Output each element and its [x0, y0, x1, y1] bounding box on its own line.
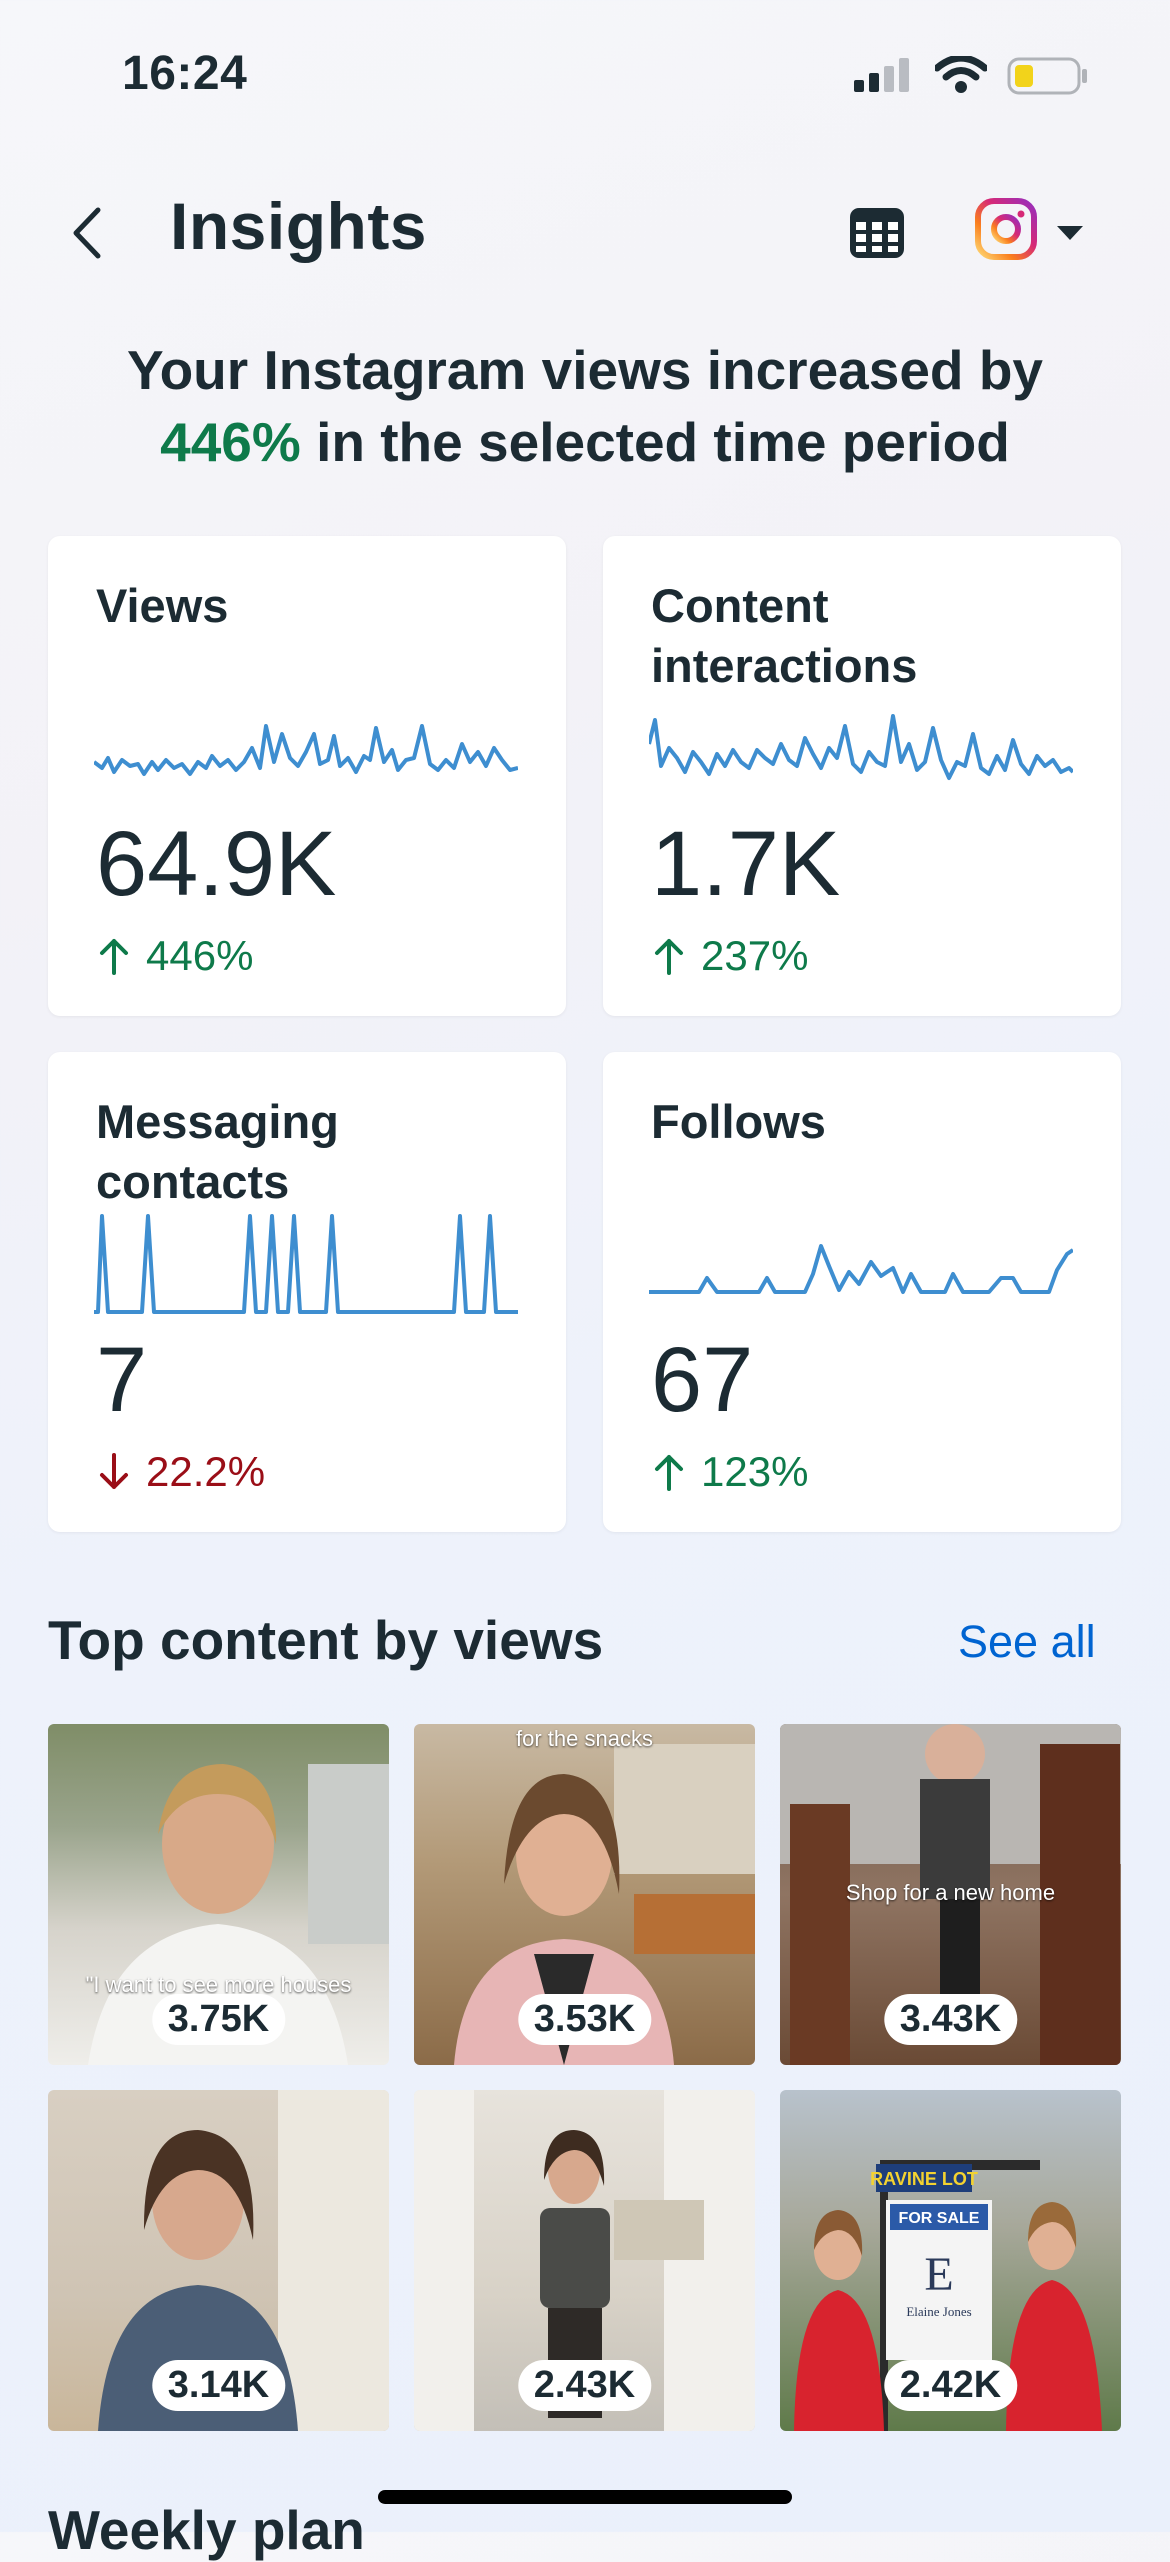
section-title: Top content by views [48, 1609, 604, 1671]
messaging-contacts-card[interactable]: Messaging contacts 7 22.2% [48, 1052, 566, 1532]
calendar-icon[interactable] [846, 200, 908, 262]
content-interactions-sparkline [649, 714, 1073, 780]
card-value: 67 [651, 1329, 754, 1431]
card-change-value: 446% [146, 932, 254, 979]
thumbnail-caption: "I want to see more houses [85, 1972, 352, 1997]
arrow-up-icon [655, 1455, 683, 1491]
views-card[interactable]: Views 64.9K 446% [48, 536, 566, 1016]
svg-text:Elaine Jones: Elaine Jones [906, 2304, 971, 2319]
battery-icon [1007, 57, 1087, 95]
status-bar: 16:24 [0, 0, 1170, 150]
chevron-down-icon [1057, 226, 1083, 240]
headline-percent: 446% [160, 411, 301, 473]
status-time: 16:24 [122, 47, 248, 100]
account-switcher[interactable] [975, 198, 1095, 266]
views-sparkline [94, 724, 518, 776]
content-thumbnail[interactable]: RAVINE LOT FOR SALE E Elaine Jones 2.42K [780, 2090, 1121, 2431]
card-title: Views [96, 579, 229, 632]
content-thumbnail[interactable]: Shop for a new home 3.43K [780, 1724, 1121, 2065]
view-count-badge: 2.42K [883, 2360, 1018, 2411]
arrow-up-icon [655, 939, 683, 975]
content-thumbnail[interactable]: 3.14K [48, 2090, 389, 2431]
follows-card[interactable]: Follows 67 123% [603, 1052, 1121, 1532]
view-count-badge: 3.14K [151, 2360, 286, 2411]
card-title: Follows [651, 1095, 826, 1148]
next-section-title: Weekly plan [48, 2499, 365, 2561]
view-count-badge: 2.43K [517, 2360, 652, 2411]
card-change-value: 237% [701, 932, 809, 979]
card-value: 7 [96, 1329, 148, 1431]
view-count-badge: 3.43K [883, 1994, 1018, 2045]
card-title: Messaging contacts [96, 1095, 339, 1208]
content-thumbnail[interactable]: "I want to see more houses 3.75K [48, 1724, 389, 2065]
headline-prefix: Your Instagram views increased by [126, 339, 1043, 401]
svg-text:FOR SALE: FOR SALE [899, 2210, 980, 2227]
card-change: 123% [653, 1448, 808, 1496]
svg-text:E: E [924, 2248, 953, 2301]
home-indicator[interactable] [378, 2490, 792, 2504]
insights-headline: Your Instagram views increased by 446% i… [40, 334, 1130, 478]
card-change: 446% [98, 932, 253, 980]
card-title: Content interactions [651, 579, 918, 692]
arrow-up-icon [100, 939, 128, 975]
arrow-down-icon [100, 1453, 128, 1489]
thumbnail-caption: for the snacks [516, 1726, 653, 1751]
card-change-value: 123% [701, 1448, 809, 1495]
thumbnail-caption: Shop for a new home [845, 1880, 1056, 1905]
view-count-badge: 3.53K [517, 1994, 652, 2045]
content-interactions-card[interactable]: Content interactions 1.7K 237% [603, 536, 1121, 1016]
wifi-icon [935, 56, 987, 93]
view-count-badge: 3.75K [151, 1994, 286, 2045]
content-thumbnail[interactable]: 2.43K [414, 2090, 755, 2431]
for-sale-sign-image: RAVINE LOT FOR SALE E Elaine Jones [794, 2160, 1102, 2431]
page-title: Insights [170, 189, 428, 263]
svg-text:RAVINE LOT: RAVINE LOT [870, 2169, 978, 2189]
follows-sparkline [649, 1244, 1073, 1294]
cellular-signal-icon [854, 58, 909, 92]
back-arrow-icon[interactable] [64, 198, 112, 268]
messaging-contacts-sparkline [94, 1214, 518, 1314]
instagram-logo-icon [975, 198, 1037, 260]
headline-suffix: in the selected time period [316, 411, 1010, 473]
card-value: 64.9K [96, 813, 337, 915]
card-change: 22.2% [98, 1448, 265, 1496]
card-change: 237% [653, 932, 808, 980]
content-thumbnail[interactable]: for the snacks 3.53K [414, 1724, 755, 2065]
card-value: 1.7K [651, 813, 841, 915]
person-image [414, 2090, 755, 2431]
card-change-value: 22.2% [146, 1448, 266, 1495]
see-all-link[interactable]: See all [958, 1616, 1096, 1667]
person-image [780, 1724, 1121, 2065]
